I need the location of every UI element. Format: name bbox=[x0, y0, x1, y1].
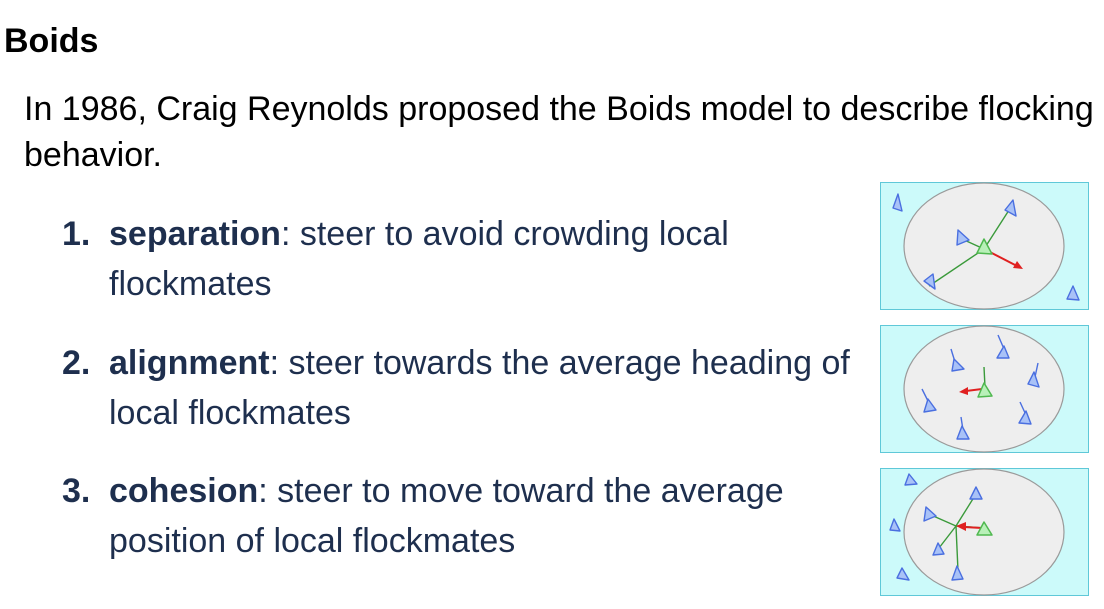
boid-icon bbox=[1027, 371, 1040, 388]
rule-term: alignment bbox=[109, 344, 270, 382]
focal-boid-icon bbox=[976, 238, 993, 255]
focal-boid-icon bbox=[977, 382, 993, 398]
steer-arrow bbox=[963, 526, 983, 529]
neighbor-boids bbox=[923, 345, 1040, 440]
boid-icon bbox=[956, 229, 970, 246]
separation-diagram bbox=[880, 182, 1089, 310]
rule-description: : steer towards the average heading of l… bbox=[109, 344, 850, 432]
intro-text: In 1986, Craig Reynolds proposed the Boi… bbox=[24, 90, 1094, 174]
arrow-head bbox=[956, 522, 966, 531]
boid-icon bbox=[923, 398, 937, 413]
boid-icon bbox=[1066, 285, 1080, 301]
rule-term: cohesion bbox=[109, 472, 259, 510]
boid-icon bbox=[904, 473, 918, 486]
boid-icon bbox=[956, 425, 970, 440]
boid-icon bbox=[892, 193, 903, 212]
cohesion-diagram bbox=[880, 468, 1089, 596]
alignment-diagram bbox=[880, 325, 1089, 453]
rule-term: separation bbox=[109, 215, 281, 253]
steer-arrow bbox=[965, 388, 983, 392]
boid-icon bbox=[951, 565, 964, 581]
rule-description: : steer to avoid crowding local flockmat… bbox=[109, 215, 729, 303]
neighbor-boids bbox=[889, 473, 983, 581]
boid-icon bbox=[1018, 410, 1032, 425]
rule-description: : steer to move toward the average posit… bbox=[109, 472, 784, 560]
rule-number: 3. bbox=[62, 472, 91, 510]
focal-boid-icon bbox=[976, 521, 993, 536]
boid-icon bbox=[923, 506, 937, 522]
rule-number: 2. bbox=[62, 344, 91, 382]
arrow-head bbox=[959, 387, 968, 395]
boid-icon bbox=[996, 345, 1010, 359]
boid-icon bbox=[896, 567, 910, 581]
boid-icon bbox=[889, 518, 901, 532]
boid-icon bbox=[969, 486, 983, 500]
neighbor-boids bbox=[892, 193, 1080, 301]
arrow-head bbox=[1013, 261, 1023, 269]
boid-icon bbox=[951, 358, 965, 372]
rule-number: 1. bbox=[62, 215, 91, 253]
boid-icon bbox=[923, 273, 936, 290]
slide-title: Boids bbox=[4, 22, 99, 60]
boid-icon bbox=[932, 542, 945, 556]
boid-icon bbox=[1004, 199, 1017, 217]
